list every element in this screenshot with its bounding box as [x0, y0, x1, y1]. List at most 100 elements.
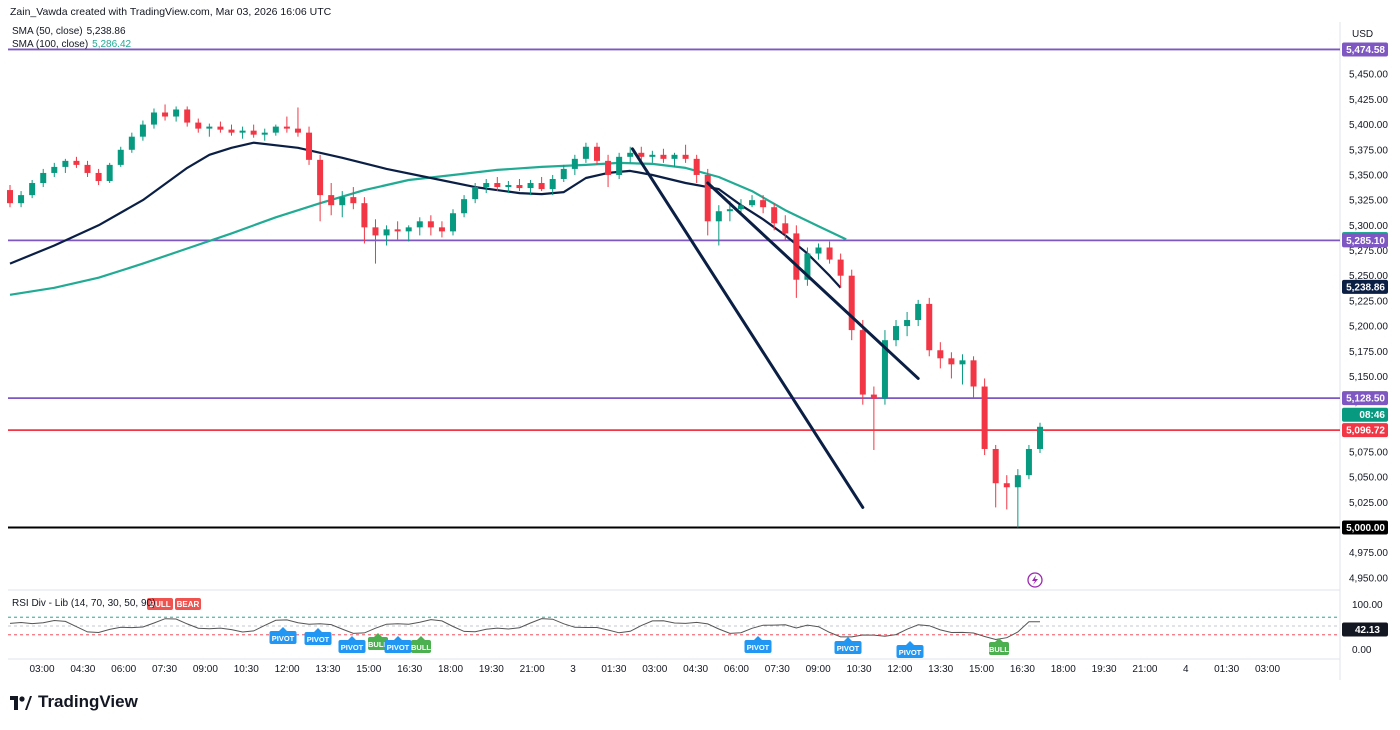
candle — [18, 191, 25, 208]
candle — [450, 209, 457, 236]
rsi-legend[interactable]: RSI Div - Lib (14, 70, 30, 50, 90) — [12, 598, 155, 609]
candle-body — [605, 160, 612, 175]
candle — [771, 203, 778, 231]
candle — [472, 183, 479, 204]
candle-body — [1014, 475, 1021, 488]
candle-body — [837, 259, 844, 276]
rsi-badge-text: BEAR — [177, 600, 200, 609]
signal-tag-text: BULL — [989, 645, 1009, 654]
candle — [228, 124, 235, 136]
signal-tag-arrow — [314, 628, 322, 632]
tradingview-logo[interactable]: TradingView — [10, 692, 138, 712]
signal-tag — [834, 641, 862, 654]
signal-tag — [989, 642, 1009, 655]
candle-body — [394, 229, 401, 232]
candle — [483, 178, 490, 194]
candle-body — [306, 132, 313, 160]
y-tick-label: 5,400.00 — [1349, 120, 1388, 131]
candle — [616, 152, 623, 179]
candle — [549, 174, 556, 196]
candle — [593, 142, 600, 165]
signal-tag — [896, 645, 924, 658]
sma-50-legend[interactable]: SMA (50, close) 5,238.86 — [12, 26, 126, 37]
candle-body — [992, 448, 999, 484]
candle — [40, 168, 47, 188]
x-tick-label: 13:30 — [928, 664, 953, 675]
candle-body — [450, 213, 457, 232]
x-tick-label: 03:00 — [29, 664, 54, 675]
candle — [527, 180, 534, 196]
candle — [328, 183, 335, 216]
candle — [970, 356, 977, 399]
x-tick-label: 09:00 — [806, 664, 831, 675]
rsi-badge — [175, 598, 201, 610]
y-tick-label: 5,275.00 — [1349, 246, 1388, 257]
lightning-icon — [1027, 572, 1043, 588]
candle — [715, 205, 722, 246]
x-tick-label: 3 — [570, 664, 576, 675]
candle — [29, 180, 36, 199]
signal-tag-text: PIVOT — [837, 644, 860, 653]
candle — [128, 132, 135, 153]
sma-100-legend[interactable]: SMA (100, close) 5,286.42 — [12, 39, 131, 50]
candle — [62, 158, 69, 173]
x-tick-label: 18:00 — [1051, 664, 1076, 675]
candle-body — [815, 247, 822, 254]
signal-tag — [269, 631, 297, 644]
tradingview-logo-text: TradingView — [38, 692, 138, 711]
candle-body — [427, 221, 434, 228]
y-tick-label: 5,025.00 — [1349, 498, 1388, 509]
candle-body — [704, 174, 711, 222]
sma-50-label: SMA (50, close) — [12, 26, 83, 37]
signal-tag-text: PIVOT — [272, 634, 295, 643]
sma-100-label: SMA (100, close) — [12, 39, 89, 50]
candle — [749, 195, 756, 208]
x-tick-label: 21:00 — [1132, 664, 1157, 675]
candle — [294, 107, 301, 137]
candle — [981, 378, 988, 456]
price-label-box — [1342, 279, 1388, 294]
candle-body — [881, 340, 888, 399]
candle — [173, 106, 180, 122]
candle — [893, 320, 900, 347]
candle-body — [682, 154, 689, 159]
candle-body — [505, 185, 512, 188]
x-tick-label: 09:00 — [193, 664, 218, 675]
signal-tag-text: PIVOT — [899, 648, 922, 657]
candle — [538, 176, 545, 192]
candle-body — [715, 211, 722, 222]
candle — [361, 197, 368, 244]
candle — [317, 154, 324, 222]
candle-body — [51, 166, 58, 173]
price-label-text: 5,238.86 — [1346, 282, 1385, 293]
sma-100-value: 5,286.42 — [92, 39, 132, 50]
candle-body — [549, 178, 556, 190]
candle-body — [915, 303, 922, 321]
y-tick-label: 5,300.00 — [1349, 221, 1388, 232]
candle-body — [40, 172, 47, 184]
candle-body — [62, 160, 69, 167]
candle — [95, 168, 102, 186]
candle — [782, 215, 789, 241]
candle-body — [893, 326, 900, 341]
candle — [283, 116, 290, 133]
candle-body — [937, 350, 944, 359]
candle-body — [416, 221, 423, 228]
candle — [937, 342, 944, 369]
candle — [272, 124, 279, 136]
trend-line — [630, 147, 865, 509]
x-tick-label: 01:30 — [601, 664, 626, 675]
candle-body — [1025, 448, 1032, 476]
signal-tag-text: PIVOT — [747, 643, 770, 652]
candle — [870, 386, 877, 450]
signal-tag-arrow — [754, 636, 762, 640]
candle — [571, 154, 578, 175]
candle — [826, 241, 833, 264]
candle-body — [184, 109, 191, 123]
sma-50-value: 5,238.86 — [86, 26, 126, 37]
candle-body — [948, 358, 955, 365]
signal-tag-text: PIVOT — [387, 643, 410, 652]
candle-body — [1003, 483, 1010, 488]
